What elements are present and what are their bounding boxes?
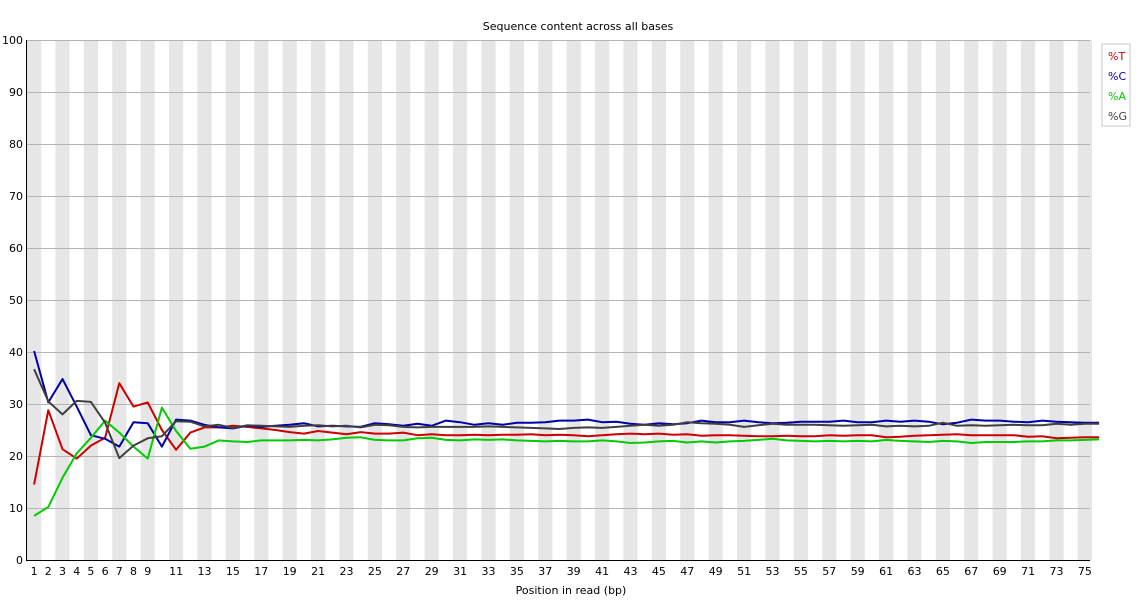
x-tick-label-65: 65 bbox=[936, 565, 950, 578]
x-tick-label-8: 8 bbox=[130, 565, 137, 578]
x-tick-label-69: 69 bbox=[993, 565, 1007, 578]
x-tick-label-57: 57 bbox=[822, 565, 836, 578]
x-tick-label-59: 59 bbox=[851, 565, 865, 578]
series-lines bbox=[33, 350, 1100, 517]
x-tick-label-51: 51 bbox=[737, 565, 751, 578]
x-tick-label-47: 47 bbox=[680, 565, 694, 578]
legend-entry-C: %C bbox=[1108, 70, 1126, 83]
y-tick-label-10: 10 bbox=[9, 502, 23, 515]
horizontal-gridlines bbox=[27, 40, 1090, 509]
x-tick-labels: 1 2 3 4 5 6 7 8 9 11 13 15 17 19 21 23 25 27 29 31 33 35 37 39 4… bbox=[31, 565, 1092, 578]
x-tick-label-21: 21 bbox=[311, 565, 325, 578]
x-tick-label-73: 73 bbox=[1050, 565, 1064, 578]
x-tick-label-25: 25 bbox=[368, 565, 382, 578]
y-tick-label-40: 40 bbox=[9, 346, 23, 359]
x-tick-label-41: 41 bbox=[595, 565, 609, 578]
x-tick-label-39: 39 bbox=[567, 565, 581, 578]
series-line-T bbox=[33, 382, 1100, 485]
y-tick-label-20: 20 bbox=[9, 450, 23, 463]
x-tick-label-35: 35 bbox=[510, 565, 524, 578]
y-tick-label-60: 60 bbox=[9, 242, 23, 255]
y-tick-label-50: 50 bbox=[9, 294, 23, 307]
x-tick-label-75: 75 bbox=[1078, 565, 1092, 578]
x-tick-label-53: 53 bbox=[766, 565, 780, 578]
y-tick-label-90: 90 bbox=[9, 86, 23, 99]
x-tick-label-63: 63 bbox=[908, 565, 922, 578]
x-tick-label-27: 27 bbox=[396, 565, 410, 578]
x-tick-label-23: 23 bbox=[340, 565, 354, 578]
x-tick-label-1: 1 bbox=[31, 565, 38, 578]
y-tick-labels: 0 10 20 30 40 50 60 70 80 90 100 bbox=[2, 34, 23, 567]
y-tick-label-100: 100 bbox=[2, 34, 23, 47]
y-tick-label-80: 80 bbox=[9, 138, 23, 151]
legend: %T %C %A %G bbox=[1101, 43, 1131, 127]
x-tick-label-5: 5 bbox=[87, 565, 94, 578]
x-tick-label-13: 13 bbox=[198, 565, 212, 578]
x-tick-label-4: 4 bbox=[73, 565, 80, 578]
x-tick-label-11: 11 bbox=[169, 565, 183, 578]
x-tick-label-61: 61 bbox=[879, 565, 893, 578]
series-line-G bbox=[33, 368, 1100, 460]
y-tick-label-70: 70 bbox=[9, 190, 23, 203]
axes bbox=[26, 40, 1090, 561]
x-tick-label-19: 19 bbox=[283, 565, 297, 578]
x-tick-label-17: 17 bbox=[254, 565, 268, 578]
x-tick-label-31: 31 bbox=[453, 565, 467, 578]
x-tick-label-33: 33 bbox=[482, 565, 496, 578]
x-axis-label: Position in read (bp) bbox=[516, 584, 627, 597]
x-tick-label-29: 29 bbox=[425, 565, 439, 578]
chart-title: Sequence content across all bases bbox=[483, 20, 674, 33]
y-tick-label-30: 30 bbox=[9, 398, 23, 411]
x-tick-label-15: 15 bbox=[226, 565, 240, 578]
x-tick-label-6: 6 bbox=[102, 565, 109, 578]
x-tick-label-37: 37 bbox=[538, 565, 552, 578]
series-line-A bbox=[33, 406, 1100, 517]
x-tick-label-9: 9 bbox=[144, 565, 151, 578]
legend-entry-T: %T bbox=[1108, 50, 1125, 63]
x-tick-label-43: 43 bbox=[624, 565, 638, 578]
x-tick-label-3: 3 bbox=[59, 565, 66, 578]
x-tick-label-55: 55 bbox=[794, 565, 808, 578]
x-tick-label-7: 7 bbox=[116, 565, 123, 578]
legend-entry-G: %G bbox=[1108, 110, 1127, 123]
legend-entry-A: %A bbox=[1108, 90, 1126, 103]
y-tick-label-0: 0 bbox=[16, 554, 23, 567]
x-tick-label-67: 67 bbox=[964, 565, 978, 578]
legend-box bbox=[1101, 43, 1131, 127]
x-tick-label-2: 2 bbox=[45, 565, 52, 578]
x-tick-label-71: 71 bbox=[1021, 565, 1035, 578]
x-tick-label-49: 49 bbox=[709, 565, 723, 578]
x-tick-label-45: 45 bbox=[652, 565, 666, 578]
